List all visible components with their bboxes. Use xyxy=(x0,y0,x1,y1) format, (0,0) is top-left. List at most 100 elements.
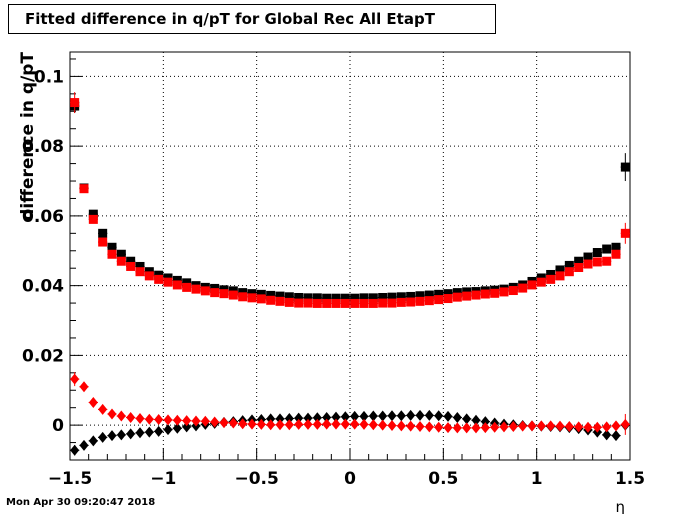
data-point-diamond xyxy=(480,422,490,434)
data-point-diamond xyxy=(275,413,285,425)
data-point-square xyxy=(555,265,565,275)
data-point-square xyxy=(340,293,350,303)
data-point-square xyxy=(116,256,126,266)
data-point-square xyxy=(107,249,117,259)
data-point-diamond xyxy=(620,418,630,430)
data-point-square xyxy=(172,275,182,285)
data-point-square xyxy=(303,298,313,308)
data-point-square xyxy=(368,298,378,308)
y-tick-label: 0.06 xyxy=(22,207,64,227)
data-point-diamond xyxy=(350,410,360,422)
data-point-diamond xyxy=(275,419,285,431)
data-point-diamond xyxy=(135,427,145,439)
data-point-square xyxy=(107,242,117,252)
data-point-square xyxy=(98,237,108,247)
x-tick-label: 0 xyxy=(344,469,356,489)
data-point-diamond xyxy=(144,413,154,425)
data-point-square xyxy=(620,162,630,172)
data-point-diamond xyxy=(387,410,397,422)
data-point-diamond xyxy=(135,413,145,425)
data-point-square xyxy=(331,293,341,303)
data-point-diamond xyxy=(70,444,80,456)
data-point-square xyxy=(312,293,322,303)
data-point-square xyxy=(256,294,266,304)
data-point-diamond xyxy=(266,419,276,431)
data-point-square xyxy=(434,289,444,299)
data-point-diamond xyxy=(471,414,481,426)
data-point-diamond xyxy=(368,410,378,422)
x-axis-label: η xyxy=(615,498,625,514)
timestamp: Mon Apr 30 09:20:47 2018 xyxy=(6,497,156,508)
y-tick-label: 0.02 xyxy=(22,346,64,366)
data-point-diamond xyxy=(294,418,304,430)
data-point-diamond xyxy=(284,419,294,431)
data-point-diamond xyxy=(378,410,388,422)
x-tick-label: 0.5 xyxy=(428,469,458,489)
data-point-square xyxy=(387,292,397,302)
data-point-diamond xyxy=(424,421,434,433)
data-point-square xyxy=(322,293,332,303)
data-point-square xyxy=(350,293,360,303)
data-point-diamond xyxy=(331,411,341,423)
data-point-diamond xyxy=(228,417,238,429)
data-point-diamond xyxy=(602,421,612,433)
data-point-diamond xyxy=(303,412,313,424)
data-point-diamond xyxy=(70,373,80,385)
data-point-square xyxy=(555,271,565,281)
data-point-diamond xyxy=(564,421,574,433)
data-point-square xyxy=(172,280,182,290)
data-point-square xyxy=(480,289,490,299)
data-point-diamond xyxy=(611,420,621,432)
data-point-diamond xyxy=(247,418,257,430)
data-point-diamond xyxy=(98,403,108,415)
data-point-diamond xyxy=(396,410,406,422)
data-point-square xyxy=(284,292,294,302)
data-point-diamond xyxy=(154,414,164,426)
data-point-diamond xyxy=(200,415,210,427)
data-point-square xyxy=(359,293,369,303)
chart-title-box: Fitted difference in q/pT for Global Rec… xyxy=(8,4,496,34)
data-point-square xyxy=(135,267,145,277)
data-point-square xyxy=(116,249,126,259)
x-tick-label: 1 xyxy=(531,469,543,489)
data-point-square xyxy=(620,228,630,238)
data-point-diamond xyxy=(350,418,360,430)
data-point-diamond xyxy=(415,421,425,433)
data-point-square xyxy=(210,288,220,298)
data-point-diamond xyxy=(116,429,126,441)
chart-title: Fitted difference in q/pT for Global Rec… xyxy=(25,10,435,28)
data-point-diamond xyxy=(359,410,369,422)
y-tick-label: 0.04 xyxy=(22,277,64,297)
data-point-square xyxy=(452,292,462,302)
data-point-square xyxy=(387,298,397,308)
data-point-diamond xyxy=(592,421,602,433)
data-point-diamond xyxy=(434,421,444,433)
grid-lines xyxy=(70,52,630,460)
data-point-square xyxy=(191,284,201,294)
data-point-diamond xyxy=(191,415,201,427)
data-point-square xyxy=(518,283,528,293)
data-point-square xyxy=(303,293,313,303)
data-point-square xyxy=(163,277,173,287)
data-markers xyxy=(70,92,630,456)
data-point-square xyxy=(452,288,462,298)
data-point-square xyxy=(294,292,304,302)
data-point-diamond xyxy=(583,421,593,433)
data-point-diamond xyxy=(172,414,182,426)
axis-labels: −1.5 −1 −0.5 0 0.5 1 1.5 0 0.02 0.04 0.06 0.08 0.1 η d… xyxy=(18,52,645,514)
data-point-diamond xyxy=(303,418,313,430)
data-point-square xyxy=(434,295,444,305)
data-point-diamond xyxy=(527,420,537,432)
data-point-square xyxy=(275,296,285,306)
data-point-square xyxy=(126,256,136,266)
data-point-square xyxy=(527,280,537,290)
data-point-diamond xyxy=(555,420,565,432)
data-point-square xyxy=(312,298,322,308)
data-point-square xyxy=(266,295,276,305)
data-point-square xyxy=(396,297,406,307)
data-point-diamond xyxy=(266,413,276,425)
data-point-diamond xyxy=(340,411,350,423)
data-point-diamond xyxy=(359,418,369,430)
data-point-square xyxy=(546,269,556,279)
